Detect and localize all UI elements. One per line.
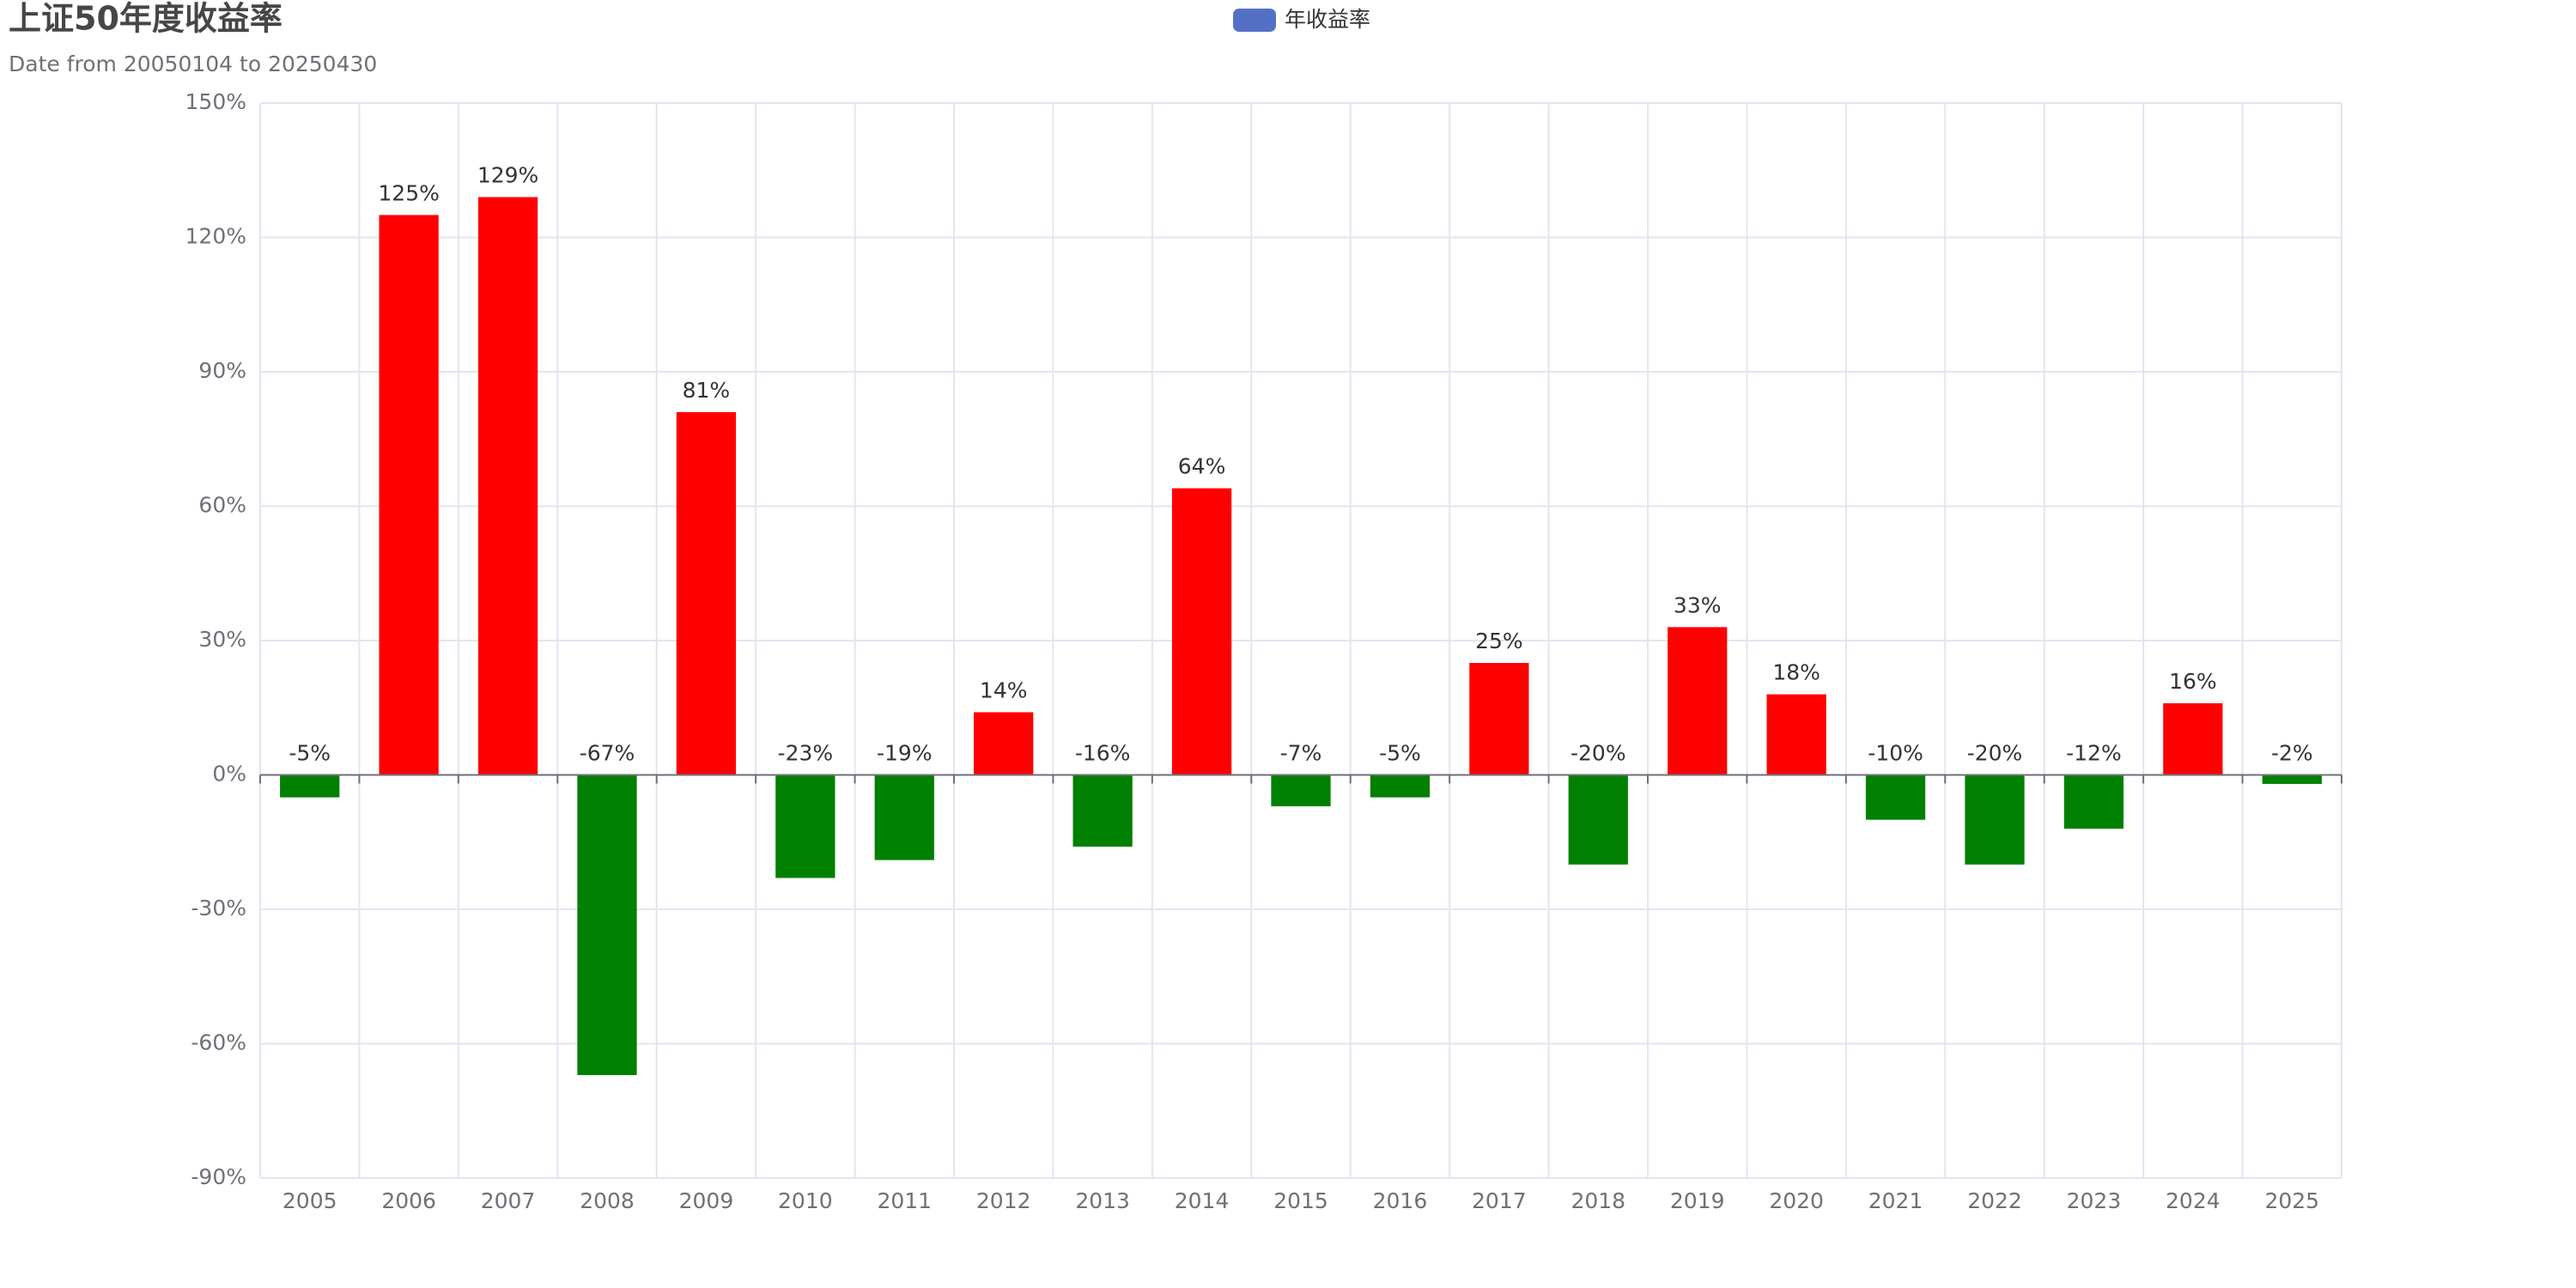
bar — [280, 775, 340, 798]
x-tick-label: 2005 — [283, 1188, 337, 1213]
x-tick-label: 2010 — [778, 1188, 833, 1213]
bar — [2262, 775, 2322, 784]
chart-subtitle: Date from 20050104 to 20250430 — [9, 52, 377, 76]
data-label: -20% — [1571, 741, 1626, 766]
x-tick-label: 2008 — [580, 1188, 635, 1213]
x-tick-label: 2025 — [2264, 1188, 2319, 1213]
bar — [477, 197, 538, 775]
data-label: -7% — [1280, 741, 1322, 766]
data-label: 33% — [1674, 592, 1722, 617]
bar — [2163, 703, 2223, 775]
x-tick-label: 2023 — [2067, 1188, 2122, 1213]
x-tick-label: 2020 — [1769, 1188, 1824, 1213]
data-label: -67% — [580, 741, 635, 766]
data-label: -20% — [1967, 741, 2023, 766]
data-label: 18% — [1772, 660, 1820, 685]
y-tick-label: 0% — [212, 762, 246, 787]
x-tick-label: 2024 — [2166, 1188, 2221, 1213]
x-tick-label: 2014 — [1175, 1188, 1230, 1213]
x-tick-label: 2021 — [1868, 1188, 1923, 1213]
x-tick-label: 2012 — [976, 1188, 1031, 1213]
x-tick-label: 2017 — [1472, 1188, 1527, 1213]
x-tick-label: 2018 — [1571, 1188, 1625, 1213]
bar — [1072, 775, 1133, 847]
x-tick-label: 2019 — [1670, 1188, 1725, 1213]
x-tick-label: 2016 — [1373, 1188, 1428, 1213]
bar — [874, 775, 934, 860]
bar — [1171, 488, 1232, 775]
y-tick-label: -30% — [191, 896, 246, 920]
legend-swatch — [1233, 9, 1276, 32]
bar — [974, 712, 1034, 775]
y-tick-label: 30% — [198, 627, 246, 652]
y-tick-label: 60% — [198, 493, 246, 518]
y-tick-label: 150% — [185, 89, 246, 114]
data-label: 129% — [477, 163, 538, 188]
x-tick-label: 2006 — [381, 1188, 436, 1213]
y-tick-label: 90% — [198, 358, 246, 383]
y-tick-label: 120% — [185, 224, 246, 249]
data-label: 25% — [1475, 629, 1523, 653]
bar — [1370, 775, 1431, 798]
data-label: 81% — [683, 378, 731, 403]
x-tick-label: 2015 — [1273, 1188, 1328, 1213]
x-tick-label: 2013 — [1075, 1188, 1130, 1213]
x-tick-label: 2022 — [1967, 1188, 2022, 1213]
data-label: 16% — [2169, 669, 2217, 694]
legend-label: 年收益率 — [1285, 7, 1370, 32]
bar — [577, 775, 637, 1076]
bar — [676, 411, 737, 775]
bar — [379, 215, 439, 775]
bar — [1965, 775, 2025, 865]
chart-title: 上证50年度收益率 — [9, 0, 283, 38]
data-label: -5% — [1379, 741, 1421, 766]
x-tick-label: 2007 — [481, 1188, 536, 1213]
data-label: 64% — [1178, 454, 1226, 479]
x-tick-label: 2011 — [877, 1188, 932, 1213]
y-tick-label: -90% — [191, 1164, 246, 1189]
bar — [1469, 663, 1529, 775]
bar — [1668, 627, 1728, 775]
bar — [2063, 775, 2124, 829]
data-label: 14% — [980, 677, 1028, 702]
bar — [1865, 775, 1926, 820]
x-tick-label: 2009 — [679, 1188, 734, 1213]
data-label: -16% — [1075, 741, 1131, 766]
data-label: -10% — [1868, 741, 1923, 766]
data-label: -23% — [778, 741, 834, 766]
data-label: -5% — [289, 741, 331, 766]
data-label: -2% — [2271, 741, 2313, 766]
y-tick-label: -60% — [191, 1030, 246, 1055]
bar — [775, 775, 835, 878]
bar — [1271, 775, 1331, 807]
data-label: -19% — [877, 741, 933, 766]
data-label: -12% — [2066, 741, 2122, 766]
data-label: 125% — [378, 180, 439, 205]
bar — [1568, 775, 1628, 865]
bar — [1766, 694, 1826, 775]
